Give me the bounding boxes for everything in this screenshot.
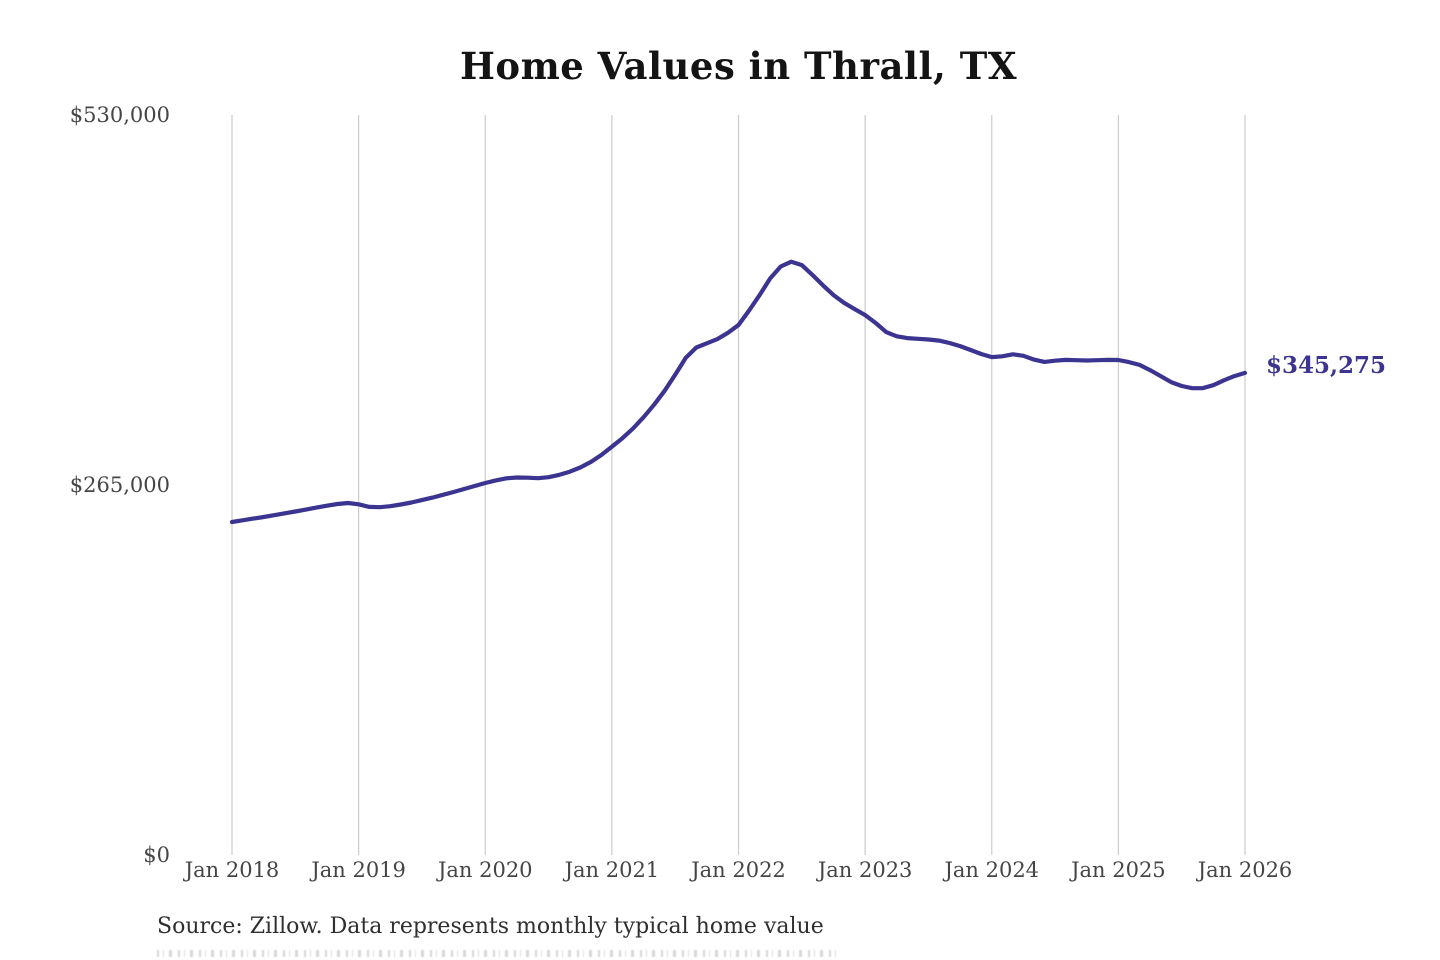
y-tick-label-0: $0 xyxy=(143,843,170,867)
gridlines xyxy=(231,115,1246,855)
chart-title: Home Values in Thrall, TX xyxy=(459,44,1018,88)
clipped-text-remnant xyxy=(157,950,841,957)
y-tick-label-265000: $265,000 xyxy=(69,473,170,497)
latest-value-label: $345,275 xyxy=(1266,352,1387,379)
y-tick-label-530000: $530,000 xyxy=(69,103,170,127)
source-note: Source: Zillow. Data represents monthly … xyxy=(157,914,824,939)
value-line xyxy=(229,259,1248,525)
